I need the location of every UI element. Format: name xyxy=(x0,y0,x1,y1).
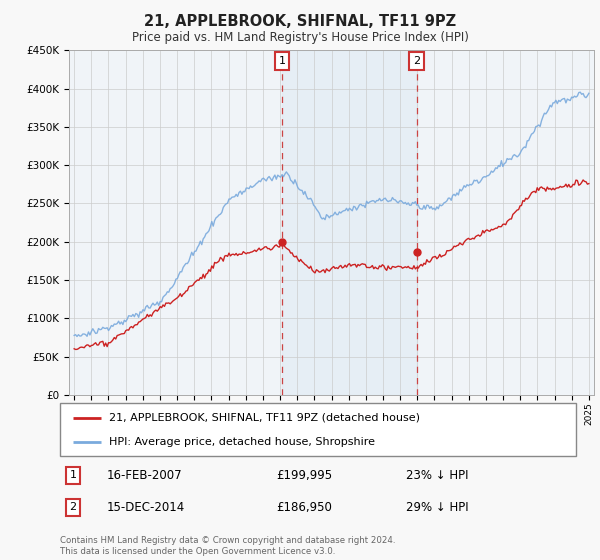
Text: 1: 1 xyxy=(70,470,76,480)
Text: 1: 1 xyxy=(278,56,286,66)
Text: 23% ↓ HPI: 23% ↓ HPI xyxy=(406,469,468,482)
Text: Contains HM Land Registry data © Crown copyright and database right 2024.
This d: Contains HM Land Registry data © Crown c… xyxy=(60,536,395,556)
Bar xyxy=(282,50,416,395)
Text: 15-DEC-2014: 15-DEC-2014 xyxy=(106,501,185,514)
Text: £186,950: £186,950 xyxy=(277,501,332,514)
Text: 21, APPLEBROOK, SHIFNAL, TF11 9PZ (detached house): 21, APPLEBROOK, SHIFNAL, TF11 9PZ (detac… xyxy=(109,413,420,423)
FancyBboxPatch shape xyxy=(60,403,576,456)
Text: HPI: Average price, detached house, Shropshire: HPI: Average price, detached house, Shro… xyxy=(109,437,375,447)
Text: 16-FEB-2007: 16-FEB-2007 xyxy=(106,469,182,482)
Text: 2: 2 xyxy=(70,502,76,512)
Text: 21, APPLEBROOK, SHIFNAL, TF11 9PZ: 21, APPLEBROOK, SHIFNAL, TF11 9PZ xyxy=(144,14,456,29)
Text: £199,995: £199,995 xyxy=(277,469,333,482)
Text: 29% ↓ HPI: 29% ↓ HPI xyxy=(406,501,469,514)
Text: 2: 2 xyxy=(413,56,420,66)
Text: Price paid vs. HM Land Registry's House Price Index (HPI): Price paid vs. HM Land Registry's House … xyxy=(131,31,469,44)
